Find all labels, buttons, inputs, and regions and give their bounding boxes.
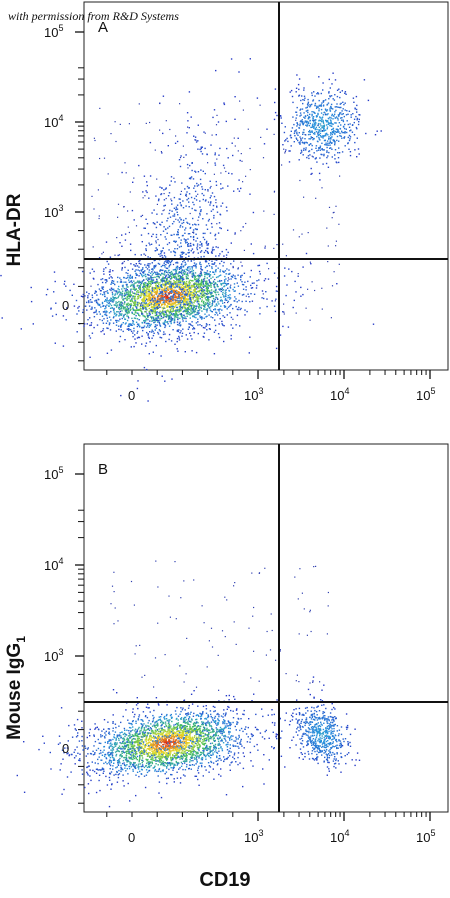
x-axis-ticks bbox=[106, 812, 431, 821]
population-negative-halo bbox=[0, 211, 375, 358]
x-tick-label: 104 bbox=[330, 386, 349, 403]
y-tick-label: 105 bbox=[44, 23, 63, 40]
x-tick-label: 105 bbox=[416, 828, 435, 845]
x-tick-label: 0 bbox=[128, 388, 135, 403]
y-axis-ticks bbox=[75, 473, 84, 804]
population-negative-halo bbox=[16, 676, 349, 808]
population-dr-streak bbox=[93, 58, 266, 402]
x-tick-label: 104 bbox=[330, 828, 349, 845]
y-axis-ticks bbox=[75, 31, 84, 362]
y-axis-label: HLA-DR bbox=[4, 193, 25, 266]
population-cd19-positive bbox=[256, 72, 382, 181]
panel-label: B bbox=[98, 461, 108, 478]
x-axis-ticks bbox=[106, 370, 431, 379]
population-negative bbox=[60, 690, 280, 799]
panel-label: A bbox=[98, 19, 108, 36]
x-tick-label: 103 bbox=[244, 828, 263, 845]
y-tick-label: 103 bbox=[44, 647, 63, 664]
x-tick-label: 105 bbox=[416, 386, 435, 403]
y-tick-label: 0 bbox=[62, 298, 69, 313]
y-tick-label: 105 bbox=[44, 465, 63, 482]
panel-b: B 0 103 104 105 0 103 104 105 Mouse IgG1 bbox=[4, 443, 449, 845]
sparse-events bbox=[110, 560, 329, 691]
permission-note: with permission from R&D Systems bbox=[8, 9, 179, 23]
y-axis-label: Mouse IgG1 bbox=[4, 636, 28, 740]
population-negative bbox=[32, 241, 278, 344]
x-axis-label: CD19 bbox=[199, 869, 251, 891]
x-tick-label: 0 bbox=[128, 830, 135, 845]
x-tick-label: 103 bbox=[244, 386, 263, 403]
population-cd19-positive bbox=[275, 680, 361, 776]
plot-frame bbox=[83, 443, 449, 813]
y-tick-label: 0 bbox=[62, 741, 69, 756]
plot-frame bbox=[83, 1, 449, 371]
panel-a: A 0 103 104 105 0 103 104 105 HLA-DR bbox=[0, 1, 449, 403]
y-tick-label: 103 bbox=[44, 203, 63, 220]
y-tick-label: 104 bbox=[44, 113, 63, 130]
y-tick-label: 104 bbox=[44, 556, 63, 573]
